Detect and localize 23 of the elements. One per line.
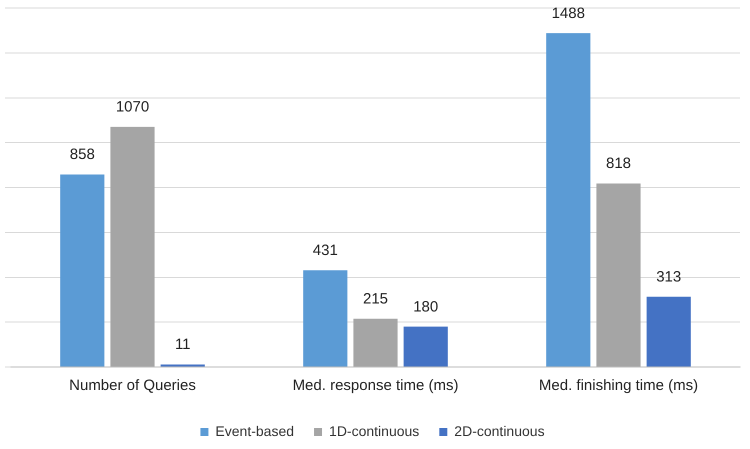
legend-label: Event-based — [215, 422, 294, 439]
legend-label: 2D-continuous — [454, 422, 545, 439]
data-label: 180 — [413, 298, 438, 316]
bar — [303, 270, 348, 366]
data-label: 431 — [312, 242, 338, 259]
data-label: 313 — [656, 268, 682, 286]
bar — [353, 318, 398, 366]
data-label: 818 — [606, 155, 632, 172]
x-tick-label: Med. finishing time (ms) — [538, 377, 698, 394]
bar — [110, 126, 155, 366]
data-label: 1488 — [552, 4, 585, 22]
bar — [646, 296, 691, 366]
data-label: 1070 — [116, 98, 150, 116]
x-tick-label: Med. response time (ms) — [292, 377, 458, 394]
bar — [60, 174, 104, 366]
data-label: 215 — [362, 290, 388, 308]
legend-label: 1D-continuous — [329, 422, 420, 439]
data-label: 858 — [70, 146, 95, 164]
data-label: 11 — [174, 336, 191, 354]
bar — [596, 183, 641, 366]
bar — [546, 33, 590, 366]
bar — [404, 326, 448, 366]
x-tick-label: Number of Queries — [69, 377, 196, 394]
